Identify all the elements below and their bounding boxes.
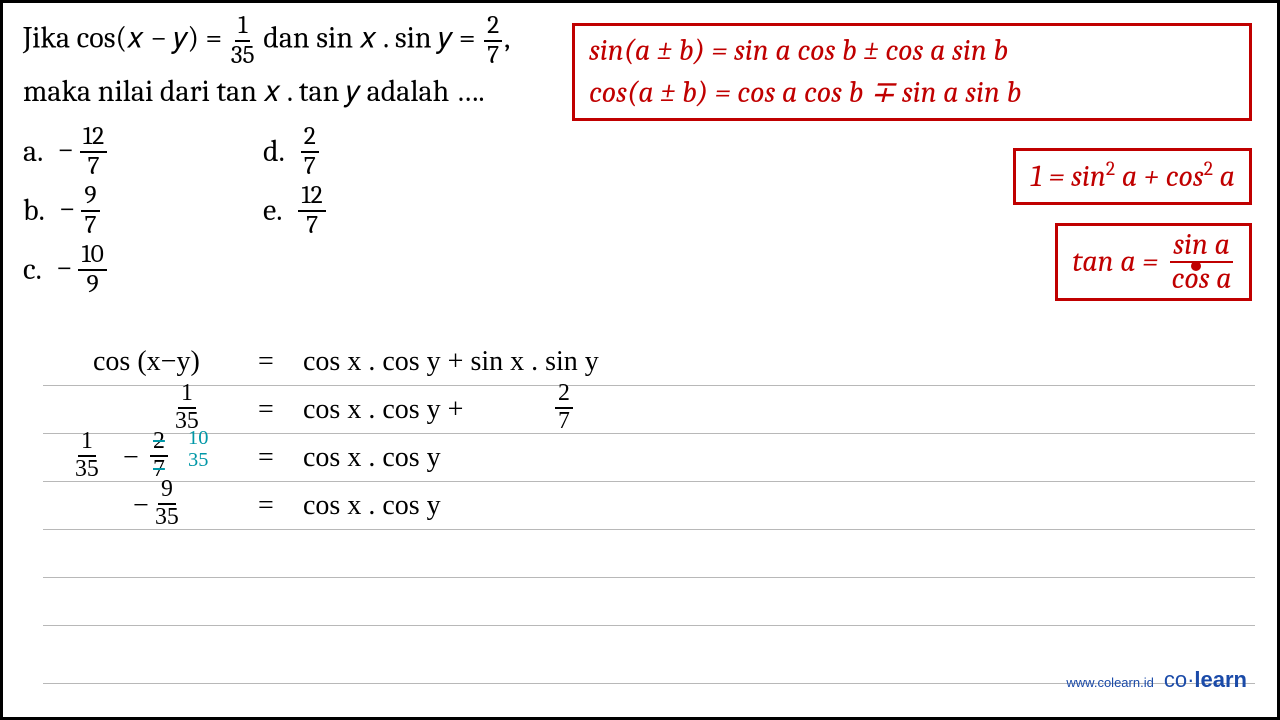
- cos-value: 135: [231, 13, 255, 68]
- footer-logo: co·learn: [1164, 667, 1247, 693]
- option-b: b. −97: [23, 183, 263, 238]
- handwritten-work: cos (x−y) = cos x . cos y + sin x . sin …: [43, 338, 1255, 708]
- sin-value: 27: [484, 13, 502, 68]
- problem-line1-pre: Jika cos(𝑥 − 𝑦) =: [23, 21, 229, 56]
- problem-line2: maka nilai dari tan 𝑥 . tan 𝑦 adalah ….: [23, 74, 485, 109]
- option-c: c. −109: [23, 242, 263, 297]
- formula-sum-angles: sin(a ± b) = sin a cos b ± cos a sin b c…: [572, 23, 1252, 121]
- work-l1-lhs: cos (x−y): [93, 346, 200, 378]
- footer-url: www.colearn.id: [1066, 675, 1153, 690]
- work-l1-rhs: cos x . cos y + sin x . sin y: [303, 346, 599, 378]
- option-e: e. 127: [263, 183, 503, 238]
- problem-text: Jika cos(𝑥 − 𝑦) = 135 dan sin 𝑥 . sin 𝑦 …: [23, 13, 603, 116]
- option-d: d. 27: [263, 124, 503, 179]
- footer-branding: www.colearn.id co·learn: [1066, 667, 1247, 693]
- formula-tan-def: tan a = sin acos a: [1055, 223, 1252, 301]
- option-a: a. −127: [23, 124, 263, 179]
- formula-pythagorean: 1 = sin2 a + cos2 a: [1013, 148, 1252, 205]
- cursor-dot-icon: [1191, 261, 1201, 271]
- problem-line1-mid: dan sin 𝑥 . sin 𝑦 =: [257, 21, 482, 56]
